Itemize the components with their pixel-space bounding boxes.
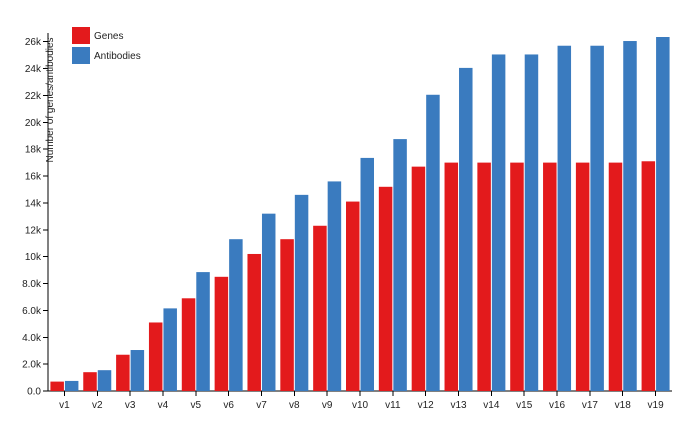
y-tick-label: 18k <box>25 145 42 156</box>
bar-genes-v15 <box>510 162 524 391</box>
x-tick-label: v7 <box>256 400 267 411</box>
y-tick-label: 20k <box>25 118 42 129</box>
bar-genes-v11 <box>378 186 393 391</box>
x-tick-label: v18 <box>615 400 632 411</box>
bars <box>50 37 670 392</box>
bar-antibodies-v9 <box>327 181 342 391</box>
x-tick-label: v12 <box>418 400 435 411</box>
x-tick-label: v15 <box>516 400 533 411</box>
bar-antibodies-v10 <box>360 157 374 391</box>
bar-genes-v10 <box>346 201 360 391</box>
y-tick-label: 14k <box>25 198 42 209</box>
x-tick-label: v4 <box>158 400 169 411</box>
x-axis: v1 v2 v3 v4 v5 v6 v7 v8 v9 v10 v11 v12 v13 v14 v15 v16 v… <box>48 390 672 411</box>
bar-genes-v2 <box>83 372 97 391</box>
y-tick-label: 4.0k <box>22 333 42 344</box>
x-tick-label: v17 <box>582 400 599 411</box>
y-tick-label: 16k <box>25 172 42 183</box>
y-tick-label: 12k <box>25 225 42 236</box>
x-tick-label: v11 <box>385 400 401 411</box>
x-tick-label: v14 <box>483 400 500 411</box>
x-tick-label: v6 <box>223 400 234 411</box>
bar-antibodies-v12 <box>426 94 440 392</box>
bar-genes-v5 <box>181 298 196 391</box>
y-tick-label: 8.0k <box>22 279 42 290</box>
bar-antibodies-v14 <box>491 54 506 392</box>
bar-antibodies-v18 <box>623 41 637 391</box>
bar-genes-v8 <box>280 239 294 391</box>
bar-antibodies-v7 <box>261 213 276 391</box>
y-tick-label: 2.0k <box>22 360 42 371</box>
bar-genes-v3 <box>116 354 130 391</box>
x-tick-label: v8 <box>289 400 300 411</box>
bar-genes-v6 <box>214 276 229 391</box>
bar-genes-v16 <box>543 162 557 391</box>
bar-genes-v19 <box>641 161 656 391</box>
bar-antibodies-v3 <box>130 350 145 391</box>
bar-genes-v17 <box>575 162 590 391</box>
y-tick-label: 26k <box>25 37 42 48</box>
legend-label-antibodies: Antibodies <box>94 51 141 62</box>
x-tick-label: v2 <box>92 400 103 411</box>
bar-antibodies-v15 <box>524 54 539 392</box>
x-tick-label: v3 <box>125 400 136 411</box>
x-tick-label: v9 <box>322 400 333 411</box>
legend: Genes Antibodies <box>72 27 141 64</box>
bar-antibodies-v5 <box>196 272 210 391</box>
bar-genes-v13 <box>444 162 459 391</box>
y-tick-label: 0.0 <box>27 387 41 398</box>
y-tick-label: 24k <box>25 64 42 75</box>
bar-antibodies-v8 <box>294 194 309 391</box>
bar-antibodies-v17 <box>590 45 604 391</box>
bar-genes-v12 <box>411 166 426 391</box>
legend-swatch-genes <box>72 27 90 44</box>
x-tick-label: v5 <box>191 400 202 411</box>
legend-swatch-antibodies <box>72 47 90 64</box>
bar-antibodies-v1 <box>64 380 79 391</box>
y-axis: 0.0 2.0k 4.0k 6.0k 8.0k 10k 12k 14k 16k 18k 20k 22k… <box>22 33 49 398</box>
bar-antibodies-v11 <box>393 139 407 391</box>
x-tick-label: v16 <box>549 400 566 411</box>
bar-genes-v18 <box>608 162 623 391</box>
bar-antibodies-v19 <box>656 37 670 391</box>
x-tick-label: v10 <box>352 400 369 411</box>
y-axis-title: Number of genes/antibodies <box>45 37 56 162</box>
y-tick-label: 10k <box>25 252 42 263</box>
y-tick-label: 6.0k <box>22 306 42 317</box>
bar-antibodies-v2 <box>97 370 112 391</box>
bar-antibodies-v6 <box>229 239 243 391</box>
y-tick-label: 22k <box>25 91 42 102</box>
x-tick-label: v1 <box>59 400 70 411</box>
bar-antibodies-v16 <box>557 45 572 391</box>
legend-label-genes: Genes <box>94 31 123 42</box>
x-tick-label: v13 <box>450 400 467 411</box>
bar-genes-v9 <box>313 225 327 391</box>
bar-genes-v7 <box>247 253 261 391</box>
bar-antibodies-v4 <box>163 308 177 391</box>
x-tick-label: v19 <box>648 400 665 411</box>
bar-antibodies-v13 <box>459 67 473 392</box>
bar-genes-v1 <box>50 381 64 391</box>
bar-genes-v14 <box>477 162 491 391</box>
bar-genes-v4 <box>148 322 163 391</box>
